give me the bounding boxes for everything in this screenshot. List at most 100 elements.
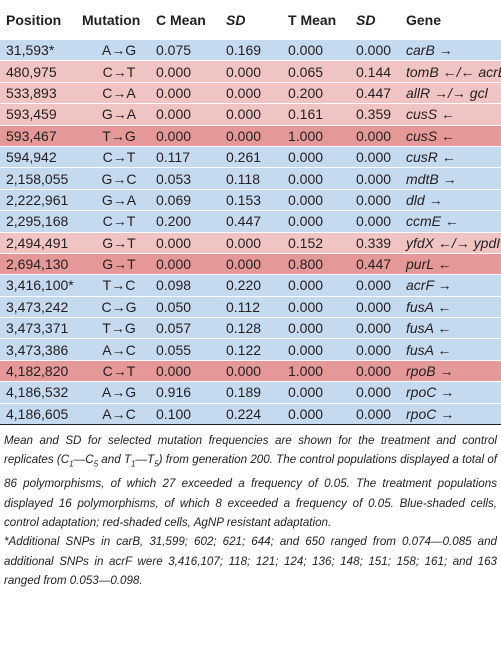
cell-t-sd: 0.000 xyxy=(356,210,406,233)
cell-t-sd: 0.000 xyxy=(356,359,406,382)
cell-mutation: A→G xyxy=(80,40,156,61)
cell-gene: fusA ← xyxy=(406,317,501,339)
header-t-sd: SD xyxy=(356,12,376,28)
cell-mutation: T→G xyxy=(80,124,156,147)
cell-position: 2,158,055 xyxy=(0,167,80,190)
cell-c-sd: 0.000 xyxy=(226,231,288,254)
cell-c-mean: 0.075 xyxy=(156,40,226,61)
cell-gene: purL ← xyxy=(406,252,501,275)
cell-t-mean: 0.200 xyxy=(288,81,356,104)
cell-c-sd: 0.122 xyxy=(226,338,288,361)
header-mutation: Mutation xyxy=(82,12,141,28)
cell-gene: ccmE ← xyxy=(406,210,501,233)
cell-mutation: C→T xyxy=(80,210,156,233)
cell-c-sd: 0.000 xyxy=(226,81,288,104)
cell-c-sd: 0.000 xyxy=(226,359,288,382)
table-row: 594,942 C→T 0.117 0.261 0.000 0.000 cusR ← xyxy=(0,145,501,168)
cell-gene: cusR ← xyxy=(406,145,501,168)
cell-c-sd: 0.112 xyxy=(226,295,288,318)
cell-c-sd: 0.261 xyxy=(226,145,288,168)
caption-text-1: Mean and SD for selected mutation freque… xyxy=(4,434,497,467)
header-t-mean: T Mean xyxy=(288,12,337,28)
cell-c-mean: 0.053 xyxy=(156,167,226,190)
cell-mutation: G→C xyxy=(80,167,156,190)
cell-t-sd: 0.000 xyxy=(356,274,406,297)
cell-t-sd: 0.359 xyxy=(356,103,406,126)
cell-position: 533,893 xyxy=(0,81,80,104)
cell-t-mean: 0.000 xyxy=(288,295,356,318)
table-row: 480,975 C→T 0.000 0.000 0.065 0.144 tomB ←/← a… xyxy=(0,60,501,83)
cell-t-sd: 0.000 xyxy=(356,40,406,61)
table-row: 2,494,491 G→T 0.000 0.000 0.152 0.339 yfdX ←/→… xyxy=(0,231,501,254)
cell-gene: rpoC → xyxy=(406,381,501,404)
cell-position: 2,295,168 xyxy=(0,210,80,233)
cell-mutation: C→G xyxy=(80,295,156,318)
cell-position: 3,473,386 xyxy=(0,338,80,361)
cell-t-mean: 1.000 xyxy=(288,124,356,147)
cell-t-mean: 0.000 xyxy=(288,317,356,339)
cell-c-mean: 0.098 xyxy=(156,274,226,297)
cell-t-sd: 0.000 xyxy=(356,295,406,318)
cell-t-mean: 0.161 xyxy=(288,103,356,126)
cell-mutation: C→T xyxy=(80,145,156,168)
table-row: 3,473,371 T→G 0.057 0.128 0.000 0.000 fusA ← xyxy=(0,317,501,339)
cell-position: 594,942 xyxy=(0,145,80,168)
cell-mutation: A→C xyxy=(80,338,156,361)
cell-t-sd: 0.000 xyxy=(356,338,406,361)
cell-c-mean: 0.000 xyxy=(156,103,226,126)
caption-c5: C xyxy=(85,453,94,467)
cell-gene: rpoB → xyxy=(406,359,501,382)
cell-c-sd: 0.118 xyxy=(226,167,288,190)
cell-t-sd: 0.000 xyxy=(356,145,406,168)
header-row: Position Mutation C Mean SD T Mean SD Ge… xyxy=(0,0,501,40)
caption-t5-sub: 5 xyxy=(154,459,159,469)
cell-c-sd: 0.224 xyxy=(226,402,288,425)
cell-t-mean: 0.000 xyxy=(288,381,356,404)
caption-text-2: ) from generation 200. The control popul… xyxy=(4,453,497,529)
cell-position: 2,494,491 xyxy=(0,231,80,254)
cell-t-sd: 0.000 xyxy=(356,124,406,147)
cell-gene: fusA ← xyxy=(406,338,501,361)
table-body: 31,593* A→G 0.075 0.169 0.000 0.000 carB → 480,… xyxy=(0,40,501,425)
cell-position: 3,473,371 xyxy=(0,317,80,339)
cell-mutation: G→A xyxy=(80,103,156,126)
table-row: 2,295,168 C→T 0.200 0.447 0.000 0.000 ccmE ← xyxy=(0,210,501,233)
table-row: 2,158,055 G→C 0.053 0.118 0.000 0.000 mdtB → xyxy=(0,167,501,190)
cell-position: 2,222,961 xyxy=(0,188,80,211)
cell-gene: cusS ← xyxy=(406,103,501,126)
header-gene: Gene xyxy=(406,12,442,28)
cell-position: 4,186,532 xyxy=(0,381,80,404)
cell-t-sd: 0.000 xyxy=(356,167,406,190)
caption-t1: T xyxy=(123,453,132,467)
cell-position: 3,473,242 xyxy=(0,295,80,318)
caption-c1: C xyxy=(60,453,70,467)
cell-mutation: G→T xyxy=(80,252,156,275)
cell-gene: mdtB → xyxy=(406,167,501,190)
cell-c-sd: 0.000 xyxy=(226,252,288,275)
cell-c-mean: 0.000 xyxy=(156,359,226,382)
table-row: 31,593* A→G 0.075 0.169 0.000 0.000 carB → xyxy=(0,40,501,61)
cell-mutation: T→G xyxy=(80,317,156,339)
table-caption: Mean and SD for selected mutation freque… xyxy=(0,425,501,532)
header-position: Position xyxy=(6,12,62,28)
cell-c-sd: 0.169 xyxy=(226,40,288,61)
cell-t-mean: 0.800 xyxy=(288,252,356,275)
cell-mutation: T→C xyxy=(80,274,156,297)
cell-position: 480,975 xyxy=(0,60,80,83)
cell-c-mean: 0.000 xyxy=(156,252,226,275)
cell-mutation: A→C xyxy=(80,402,156,425)
cell-position: 3,416,100* xyxy=(0,274,80,297)
cell-t-sd: 0.447 xyxy=(356,81,406,104)
cell-position: 4,186,605 xyxy=(0,402,80,425)
table-row: 533,893 C→A 0.000 0.000 0.200 0.447 allR →/→ g… xyxy=(0,81,501,104)
table-footnote: *Additional SNPs in carB, 31,599; 602; 6… xyxy=(4,535,497,588)
caption-dash-2: — xyxy=(135,453,148,467)
table-row: 4,182,820 C→T 0.000 0.000 1.000 0.000 rpoB → xyxy=(0,359,501,382)
cell-gene: carB → xyxy=(406,40,501,61)
cell-mutation: G→A xyxy=(80,188,156,211)
table-bottom-rule xyxy=(0,424,501,426)
caption-t5: T xyxy=(147,453,155,467)
cell-t-sd: 0.339 xyxy=(356,231,406,254)
cell-gene: yfdX ←/→ ypdI xyxy=(406,231,501,254)
